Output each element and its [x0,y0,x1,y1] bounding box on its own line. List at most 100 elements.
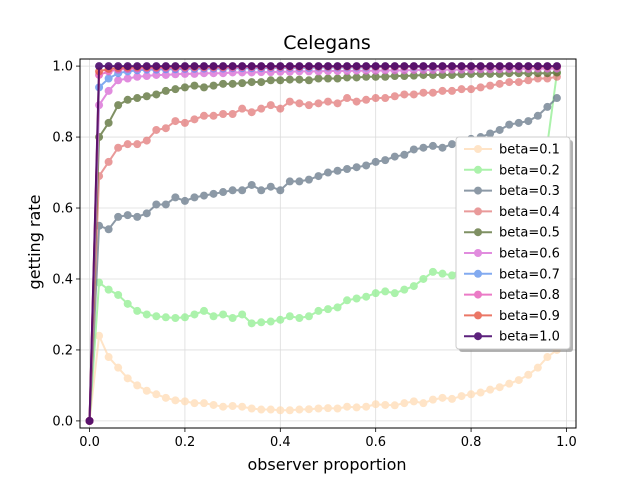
data-point [486,129,495,138]
data-point [333,74,342,83]
data-point [209,400,218,409]
data-point [352,403,361,412]
data-point [304,62,313,71]
data-point [409,282,418,291]
data-point [142,386,151,395]
data-point [419,274,428,283]
data-point [533,363,542,372]
data-point [400,150,409,159]
data-point [400,62,409,71]
data-point [190,193,199,202]
legend-dot [474,186,482,195]
data-point [524,62,533,71]
data-point [133,140,142,149]
data-point [104,353,113,362]
data-point [524,117,533,126]
data-point [161,200,170,209]
legend-label: beta=0.8 [499,288,560,303]
data-point [142,310,151,319]
data-point [543,353,552,362]
data-point [314,99,323,108]
data-point [428,141,437,150]
legend-dot [474,165,482,174]
data-point [266,317,275,326]
data-point [190,399,199,408]
data-point [152,312,161,321]
series-beta=1.0 [85,62,561,425]
data-point [180,62,189,71]
legend-label: beta=0.4 [499,205,560,220]
data-point [295,314,304,323]
data-point [171,314,180,323]
data-point [285,75,294,84]
data-point [486,62,495,71]
data-point [448,62,456,71]
data-point [448,271,456,280]
legend-marker [464,207,492,216]
data-point [180,196,189,205]
data-point [371,400,380,409]
data-point [495,383,504,392]
data-point [123,140,132,149]
data-point [285,406,294,415]
data-point [238,79,247,88]
data-point [352,294,361,303]
data-point [209,312,218,321]
data-point [438,393,447,402]
data-point [104,86,113,95]
legend-dot [474,228,482,237]
data-point [352,97,361,106]
data-point [133,212,142,221]
data-point [457,392,466,401]
data-point [161,86,170,95]
x-tick-label: 1.0 [556,435,577,450]
data-point [390,289,399,298]
data-point [514,118,523,127]
series-beta=0.1 [85,331,561,425]
data-point [467,390,476,399]
legend-marker [464,186,492,195]
data-point [161,124,170,133]
data-point [114,290,123,299]
data-point [95,62,104,71]
data-point [133,72,142,81]
data-point [161,313,170,322]
y-tick-label: 0.6 [52,202,73,217]
data-point [276,315,285,324]
data-point [171,85,180,94]
data-point [324,74,332,83]
data-point [219,310,228,319]
data-point [219,62,228,71]
data-point [247,108,256,117]
data-point [200,399,208,408]
data-point [514,78,523,87]
legend-marker [464,228,492,237]
data-point [304,76,313,85]
data-point [247,319,256,328]
data-point [381,94,390,103]
data-point [142,62,151,71]
legend-label: beta=1.0 [499,330,560,345]
data-point [247,404,256,413]
data-point [533,62,542,71]
data-point [133,94,142,103]
data-point [190,62,199,71]
data-point [381,287,390,296]
plot-frame [79,58,577,429]
data-point [362,72,371,81]
data-point [343,296,352,305]
data-point [152,200,161,209]
data-point [104,285,113,294]
data-point [486,385,495,394]
data-point [266,405,275,414]
data-point [142,72,151,81]
y-tick-label: 0.0 [52,414,73,429]
data-point [190,115,199,124]
data-point [219,402,228,411]
legend-dot [474,290,482,299]
data-point [104,157,113,166]
legend-label: beta=0.5 [499,226,560,241]
chart-title: Celegans [283,32,371,54]
